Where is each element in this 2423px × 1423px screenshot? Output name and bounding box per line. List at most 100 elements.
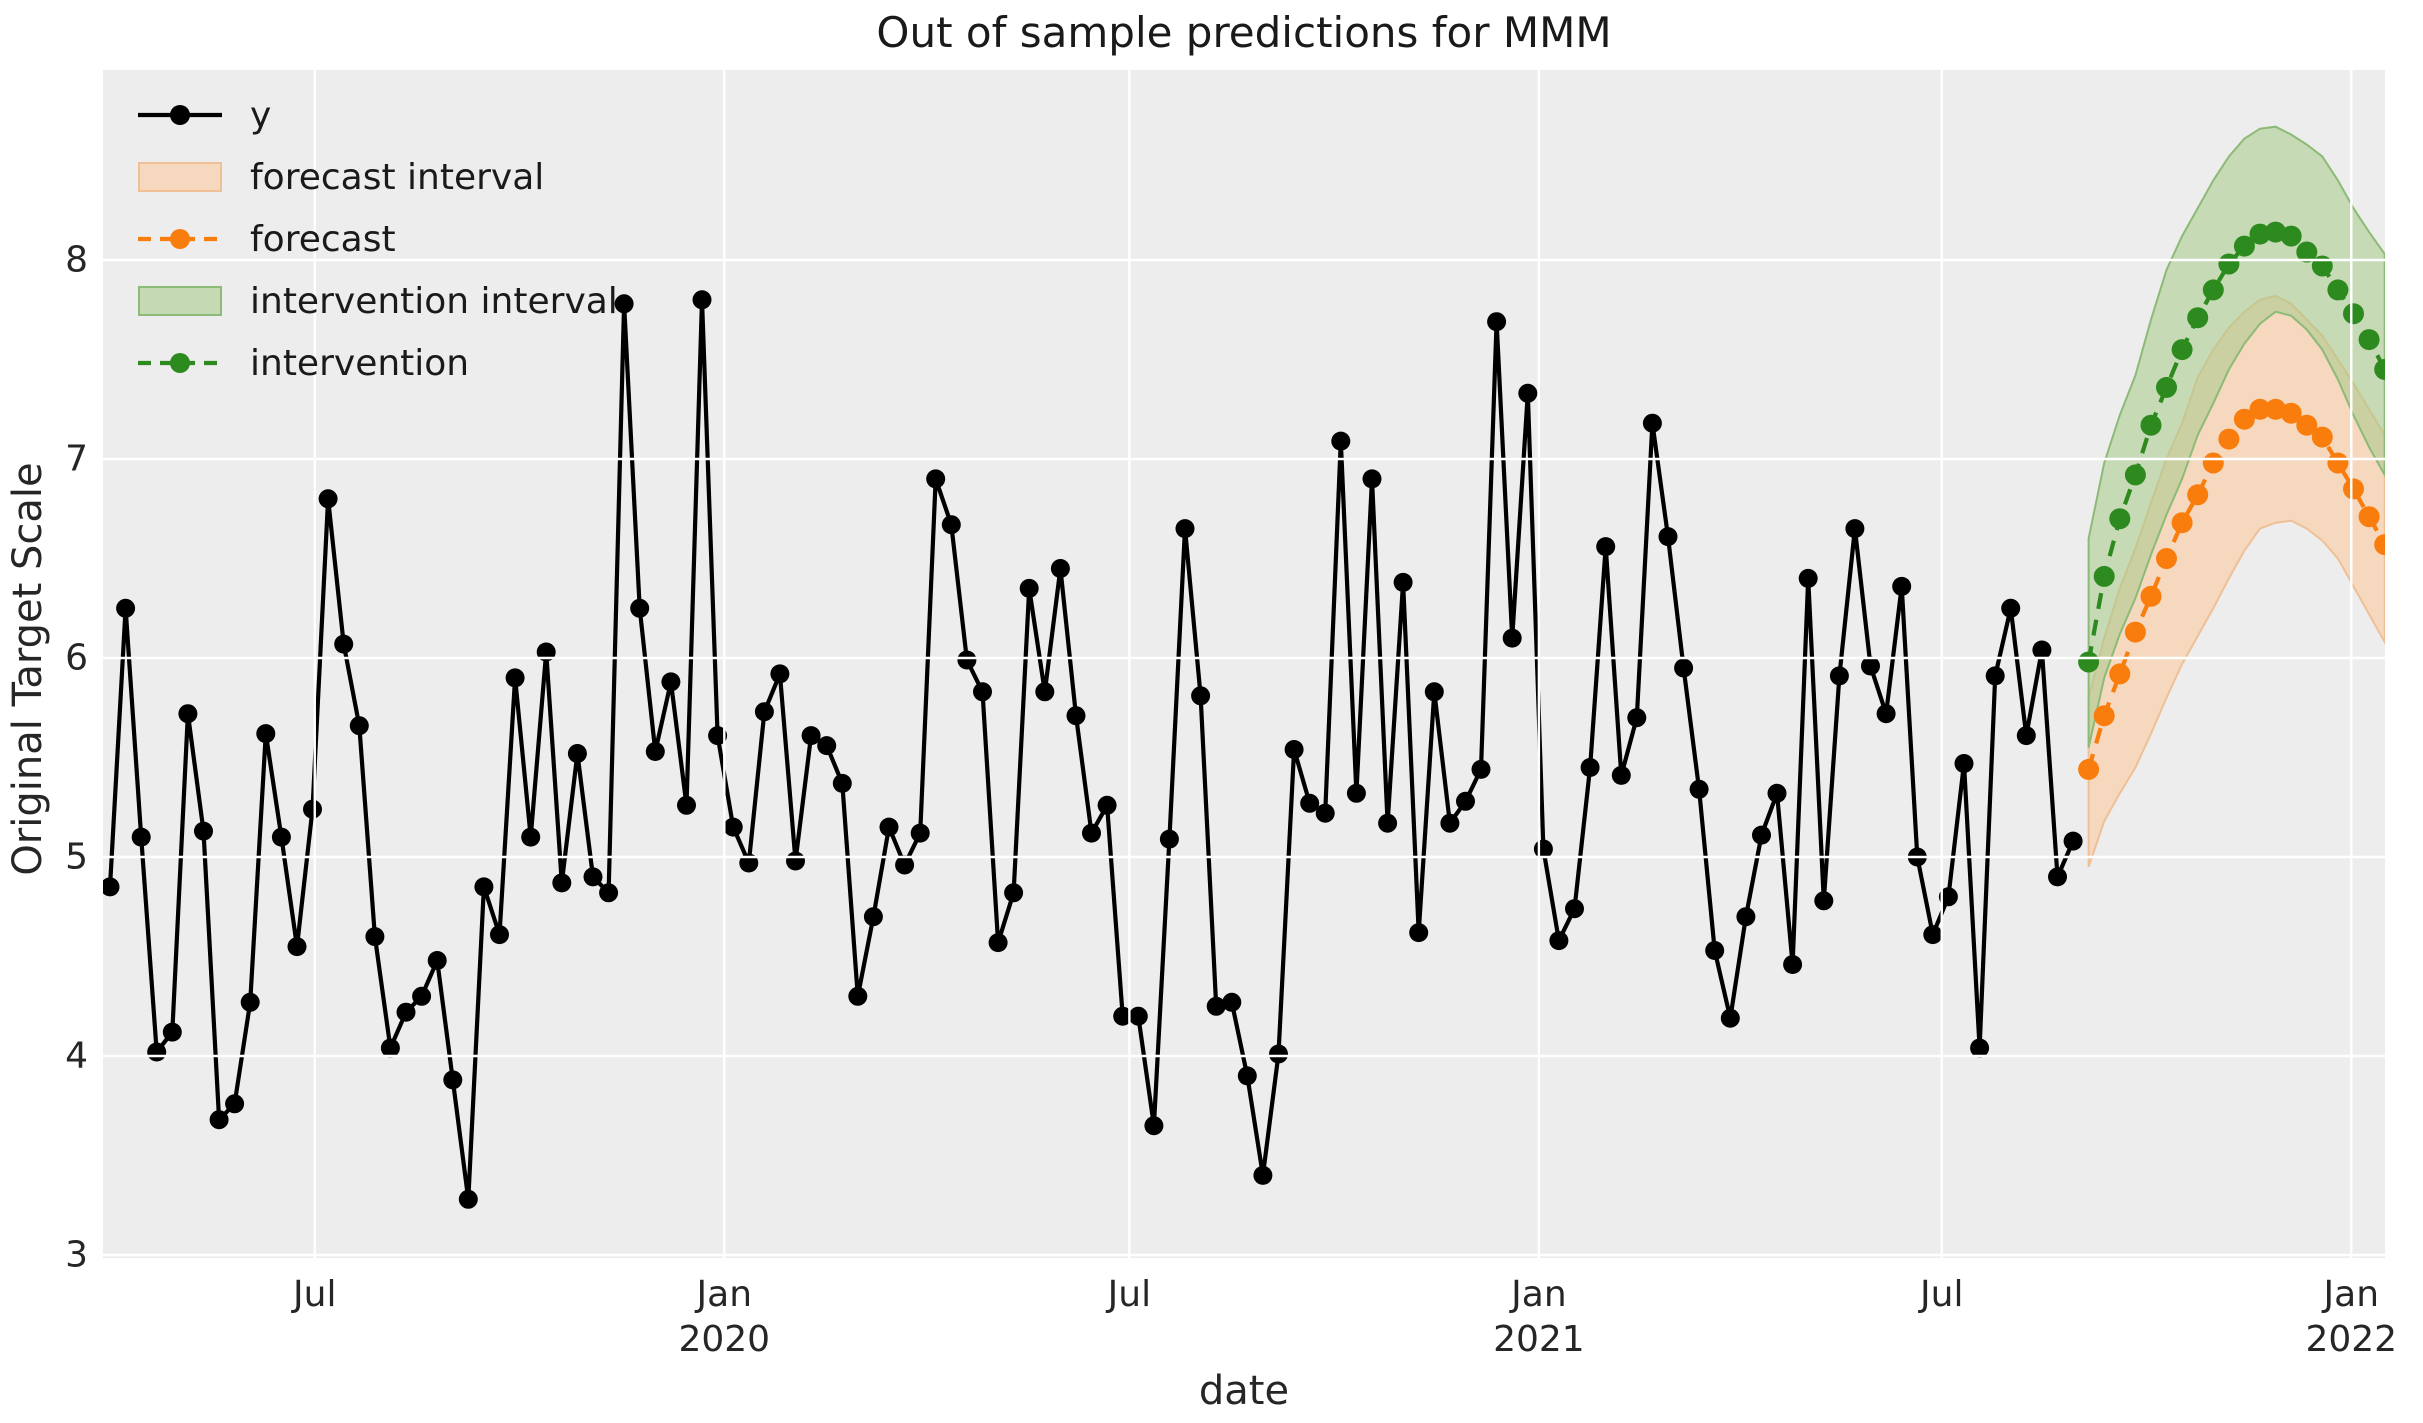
forecast-point bbox=[2327, 452, 2349, 474]
y-point bbox=[474, 877, 494, 897]
y-point bbox=[848, 986, 868, 1006]
y-point bbox=[1487, 312, 1507, 332]
y-point bbox=[1845, 519, 1865, 539]
y-point bbox=[116, 598, 136, 618]
y-point bbox=[661, 672, 681, 692]
x-tick-month: Jan bbox=[696, 1274, 753, 1315]
y-point bbox=[879, 817, 899, 837]
forecast-point bbox=[2078, 758, 2100, 780]
y-point bbox=[396, 1002, 416, 1022]
line-marker-swatch-icon bbox=[138, 229, 222, 249]
y-point bbox=[1518, 383, 1538, 403]
legend-item-intervention-interval: intervention interval bbox=[138, 278, 618, 324]
y-point bbox=[1019, 578, 1039, 598]
y-point bbox=[1970, 1038, 1990, 1058]
y-point bbox=[1549, 931, 1569, 951]
intervention-point bbox=[2327, 279, 2349, 301]
y-point bbox=[583, 867, 603, 887]
y-point bbox=[1191, 686, 1211, 706]
intervention-interval-band bbox=[2087, 125, 2385, 748]
y-tick-label: 7 bbox=[65, 438, 88, 480]
y-point bbox=[1362, 469, 1382, 489]
legend-label: forecast interval bbox=[250, 156, 545, 198]
legend-item-y: y bbox=[138, 92, 618, 138]
y-point bbox=[349, 716, 369, 736]
y-point bbox=[318, 489, 338, 509]
y-point bbox=[178, 704, 198, 724]
x-tick-year: 2021 bbox=[1493, 1319, 1585, 1360]
y-point bbox=[567, 744, 587, 763]
y-point bbox=[505, 668, 525, 688]
forecast-point bbox=[2187, 484, 2209, 506]
y-point bbox=[599, 883, 619, 903]
y-point bbox=[303, 799, 322, 819]
x-tick-label: Jul bbox=[1029, 1272, 1229, 1317]
y-point bbox=[645, 742, 665, 761]
y-point bbox=[1393, 572, 1413, 592]
x-tick-month: Jan bbox=[2323, 1274, 2380, 1315]
forecast-point bbox=[2311, 426, 2333, 448]
line-marker-swatch-icon bbox=[138, 105, 222, 125]
y-point bbox=[1923, 925, 1943, 945]
intervention-point bbox=[2140, 414, 2162, 436]
y-point bbox=[1798, 568, 1818, 588]
legend-label: y bbox=[250, 94, 272, 136]
y-point bbox=[1128, 1006, 1148, 1026]
y-point bbox=[614, 294, 634, 314]
y-point bbox=[1050, 559, 1070, 578]
y-point bbox=[1456, 791, 1475, 811]
intervention-point bbox=[2311, 255, 2333, 277]
y-point bbox=[1144, 1116, 1164, 1136]
forecast-point bbox=[2093, 705, 2115, 727]
legend-label: intervention bbox=[250, 342, 470, 384]
forecast-point bbox=[2140, 585, 2162, 607]
y-point bbox=[2063, 831, 2083, 851]
y-point bbox=[832, 773, 852, 793]
y-tick-label: 6 bbox=[65, 637, 88, 679]
y-point bbox=[1253, 1165, 1273, 1185]
intervention-point bbox=[2202, 279, 2224, 301]
y-point bbox=[973, 682, 992, 702]
y-point bbox=[2048, 867, 2067, 887]
y-point bbox=[801, 726, 821, 746]
intervention-point bbox=[2233, 235, 2255, 257]
y-point bbox=[1767, 783, 1787, 803]
x-tick-month: Jul bbox=[1107, 1274, 1152, 1315]
y-point bbox=[1565, 899, 1584, 919]
chart-title: Out of sample predictions for MMM bbox=[876, 8, 1612, 57]
x-tick-month: Jul bbox=[293, 1274, 337, 1315]
y-point bbox=[1752, 825, 1771, 845]
legend-item-forecast-interval: forecast interval bbox=[138, 154, 618, 200]
y-point bbox=[225, 1094, 245, 1114]
intervention-point bbox=[2093, 565, 2115, 587]
y-point bbox=[1533, 839, 1553, 859]
x-tick-year: 2020 bbox=[678, 1319, 771, 1360]
forecast-point bbox=[2109, 663, 2131, 685]
y-point bbox=[380, 1038, 400, 1058]
y-point bbox=[458, 1189, 478, 1209]
y-point bbox=[287, 937, 307, 957]
forecast-point bbox=[2296, 414, 2318, 436]
y-point bbox=[1892, 576, 1912, 596]
x-tick-year: 2022 bbox=[2305, 1319, 2398, 1360]
y-point bbox=[1159, 829, 1179, 849]
y-point bbox=[1237, 1066, 1257, 1086]
y-point bbox=[708, 726, 728, 746]
forecast-point bbox=[2218, 428, 2240, 450]
forecast-point bbox=[2233, 408, 2255, 430]
y-point bbox=[1580, 758, 1600, 777]
legend-label: forecast bbox=[250, 218, 396, 260]
y-point bbox=[209, 1110, 229, 1130]
y-point bbox=[194, 821, 213, 841]
forecast-point bbox=[2358, 506, 2380, 528]
y-point bbox=[941, 515, 961, 535]
y-tick-label: 4 bbox=[65, 1035, 88, 1077]
x-tick-label: Jan 2022 bbox=[2251, 1272, 2423, 1362]
legend-item-forecast: forecast bbox=[138, 216, 618, 262]
y-point bbox=[521, 827, 541, 847]
y-point bbox=[1113, 1006, 1133, 1026]
y-point bbox=[1440, 813, 1460, 833]
y-point bbox=[1035, 682, 1055, 702]
y-point bbox=[863, 907, 883, 927]
